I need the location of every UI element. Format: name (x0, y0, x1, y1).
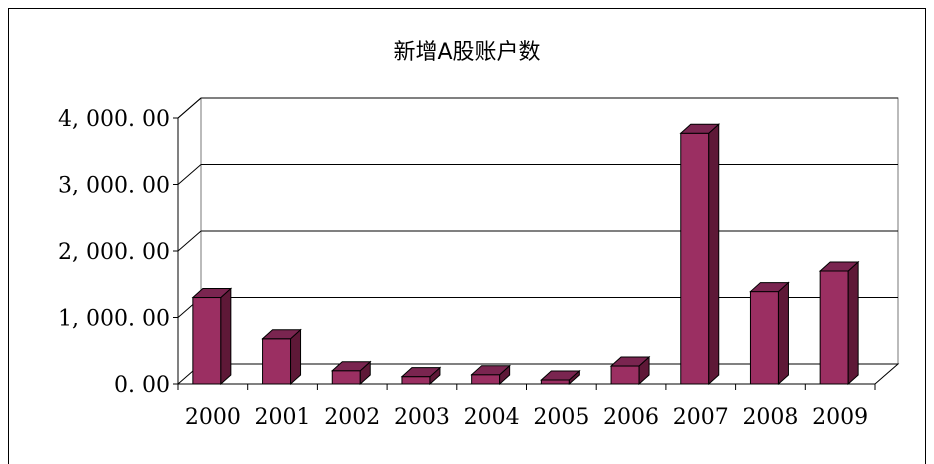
bar (610, 365, 640, 385)
bar (262, 338, 292, 385)
bar-side (777, 281, 789, 386)
bar (819, 270, 849, 385)
bar-top (540, 370, 581, 381)
bar (471, 374, 501, 385)
x-tick-label: 2000 (185, 405, 241, 430)
y-tick-label: 4, 000. 00 (58, 107, 170, 132)
chart-frame (8, 8, 926, 464)
y-tick-label: 1, 000. 00 (58, 307, 170, 332)
y-tick-label: 2, 000. 00 (58, 240, 170, 265)
bar-top (749, 282, 790, 293)
x-tick-label: 2007 (673, 405, 729, 430)
x-tick-label: 2008 (742, 405, 798, 430)
x-tick-label: 2009 (812, 405, 868, 430)
bar (749, 291, 779, 385)
chart-title: 新增A股账户数 (393, 40, 541, 65)
bar-top (261, 329, 302, 340)
x-tick-label: 2006 (603, 405, 659, 430)
bar-top (609, 356, 651, 367)
x-tick-label: 2005 (533, 405, 589, 430)
bar-side (847, 260, 859, 386)
bar (192, 297, 222, 385)
bar-top (191, 288, 233, 299)
x-tick-label: 2004 (464, 405, 520, 430)
bar-top (470, 365, 511, 376)
y-tick-label: 3, 000. 00 (58, 174, 170, 199)
gridline-side (177, 230, 202, 252)
bar (331, 370, 361, 385)
bar-top (679, 123, 721, 134)
x-tick-label: 2002 (324, 405, 380, 430)
gridline-side (177, 164, 202, 185)
bar-top (818, 261, 860, 272)
y-axis-top (177, 97, 202, 119)
x-tick-label: 2003 (394, 405, 450, 430)
bar (540, 379, 570, 385)
bar (401, 376, 431, 385)
bar-top (400, 367, 442, 378)
x-tick-label: 2001 (255, 405, 311, 430)
bar-top (330, 361, 372, 372)
bar-side (708, 123, 720, 386)
bar-side (220, 287, 232, 386)
y-tick-label: 0. 00 (114, 373, 170, 398)
bar (680, 132, 710, 385)
